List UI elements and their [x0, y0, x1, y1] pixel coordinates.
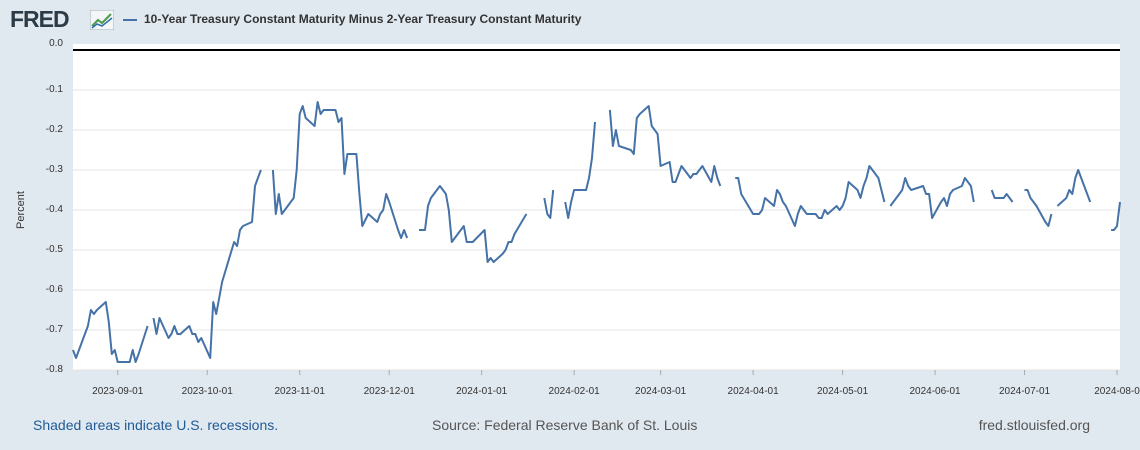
series-line-segment[interactable] — [564, 121, 596, 219]
plot-area — [73, 44, 1120, 370]
y-tick-label: -0.4 — [46, 204, 64, 215]
fred-logo[interactable]: FRED — [10, 6, 70, 32]
x-tick-label: 2024-01-01 — [456, 386, 508, 397]
x-tick-label: 2024-04-01 — [728, 386, 780, 397]
series-line-segment[interactable] — [543, 189, 555, 219]
line-chart[interactable]: 0.0 -0.1 -0.2 -0.3 -0.4 -0.5 -0.6 -0.7 -0.8 2023… — [0, 0, 1140, 410]
x-tick-label: 2024-06-01 — [909, 386, 961, 397]
series-line-segment[interactable] — [1024, 189, 1053, 227]
series-line-segment[interactable] — [271, 101, 409, 239]
y-axis-ticks: 0.0 -0.1 -0.2 -0.3 -0.4 -0.5 -0.6 -0.7 -0.8 — [46, 38, 64, 375]
y-tick-label: -0.1 — [46, 84, 64, 95]
series-line-segment[interactable] — [152, 169, 262, 359]
y-tick-label: -0.7 — [46, 324, 64, 335]
series-line-segment[interactable] — [990, 189, 1014, 203]
recession-note-link[interactable]: Shaded areas indicate U.S. recessions. — [33, 417, 279, 433]
y-axis-label: Percent — [15, 191, 27, 229]
y-tick-label: -0.8 — [46, 364, 64, 375]
y-tick-label: -0.6 — [46, 284, 64, 295]
series-line-segment[interactable] — [889, 177, 975, 219]
x-tick-label: 2024-02-01 — [549, 386, 601, 397]
source-note: Source: Federal Reserve Bank of St. Loui… — [432, 417, 698, 433]
series-line-segment[interactable] — [608, 105, 722, 187]
fred-chart-logo-icon — [90, 10, 114, 30]
series-line-segment[interactable] — [1111, 201, 1121, 231]
y-tick-label: 0.0 — [49, 38, 63, 49]
x-tick-label: 2023-09-01 — [92, 386, 144, 397]
gridlines — [73, 49, 1120, 371]
legend-label: 10-Year Treasury Constant Maturity Minus… — [144, 12, 582, 26]
chart-header: FRED 10-Year Treasury Constant Maturity … — [0, 0, 1140, 38]
x-axis-ticks: 2023-09-01 2023-10-01 2023-11-01 2023-12-01… — [92, 370, 1140, 397]
y-tick-label: -0.2 — [46, 124, 64, 135]
x-tick-label: 2024-03-01 — [635, 386, 687, 397]
legend-line-swatch — [123, 19, 137, 21]
series-line-segment[interactable] — [735, 165, 886, 227]
x-tick-label: 2024-05-01 — [817, 386, 869, 397]
y-tick-label: -0.3 — [46, 164, 64, 175]
data-series — [72, 101, 1121, 363]
x-tick-label: 2023-12-01 — [364, 386, 416, 397]
series-line-segment[interactable] — [72, 301, 149, 363]
x-tick-label: 2024-07-01 — [999, 386, 1051, 397]
series-line-segment[interactable] — [1056, 169, 1092, 207]
x-tick-label: 2024-08-0 — [1094, 386, 1140, 397]
x-tick-label: 2023-11-01 — [274, 386, 325, 397]
series-line-segment[interactable] — [419, 185, 528, 263]
y-tick-label: -0.5 — [46, 244, 64, 255]
site-link[interactable]: fred.stlouisfed.org — [978, 417, 1090, 433]
x-tick-label: 2023-10-01 — [182, 386, 234, 397]
